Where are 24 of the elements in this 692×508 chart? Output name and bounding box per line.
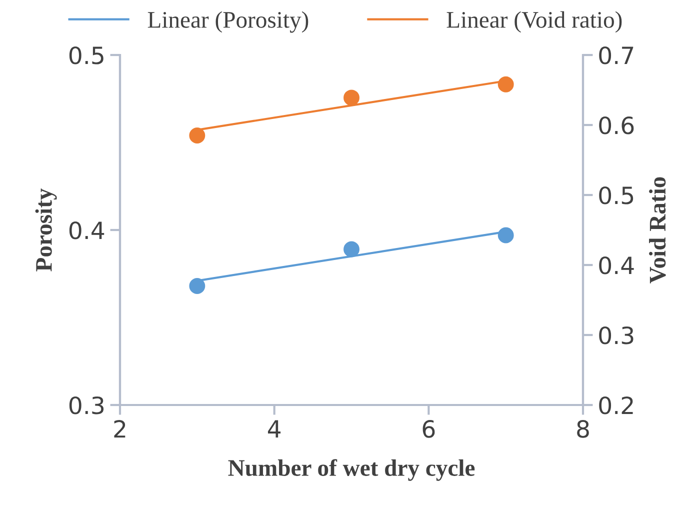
point bbox=[189, 128, 206, 144]
point bbox=[498, 76, 514, 92]
point bbox=[344, 241, 360, 258]
legend-label: Linear (Porosity) bbox=[148, 11, 308, 33]
y-axis-title: Porosity bbox=[35, 188, 57, 272]
point bbox=[344, 90, 360, 106]
y2-tick-label: 0.2 bbox=[599, 396, 633, 414]
y-tick-label: 0.5 bbox=[69, 46, 104, 64]
y2-tick-label: 0.7 bbox=[599, 46, 634, 64]
y-tick-label: 0.3 bbox=[69, 396, 104, 414]
y-tick-label: 0.4 bbox=[69, 221, 104, 240]
x-tick-label: 8 bbox=[577, 420, 589, 438]
point bbox=[189, 278, 206, 294]
y2-tick-label: 0.3 bbox=[599, 326, 634, 344]
y2-tick-label: 0.5 bbox=[599, 186, 634, 204]
x-tick-label: 4 bbox=[268, 420, 281, 438]
y2-tick-label: 0.6 bbox=[599, 116, 634, 134]
point bbox=[498, 227, 514, 244]
x-tick-label: 2 bbox=[114, 420, 126, 438]
y2-axis-title: Void Ratio bbox=[649, 177, 666, 284]
x-tick-label: 6 bbox=[422, 420, 435, 438]
x-axis-title: Number of wet dry cycle bbox=[228, 459, 475, 481]
legend-label: Linear (Void ratio) bbox=[446, 11, 622, 33]
y2-tick-label: 0.4 bbox=[599, 256, 634, 274]
